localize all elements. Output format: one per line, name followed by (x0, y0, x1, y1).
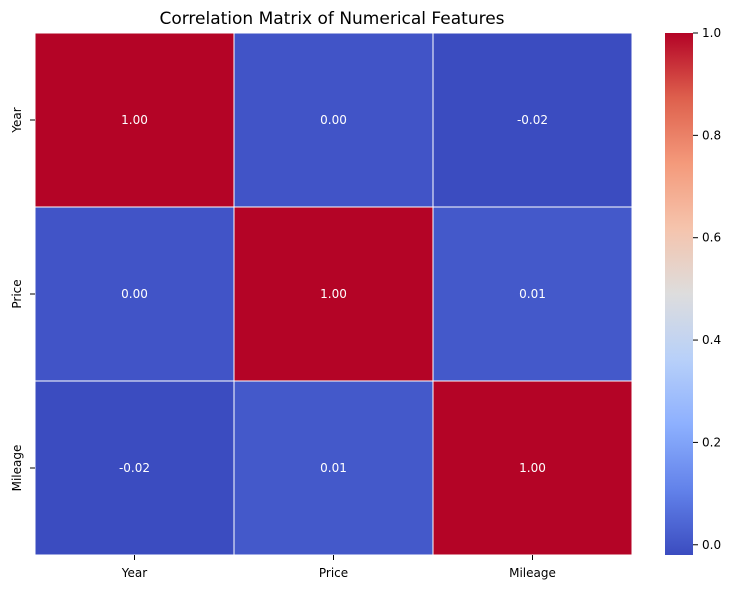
heatmap-cells (34, 32, 633, 556)
y-tick-label: Mileage (10, 445, 24, 492)
heatmap-cell-price-price (233, 206, 434, 382)
heatmap-cell-year-year (34, 32, 235, 208)
colorbar-tick-label: 0.0 (702, 538, 721, 552)
heatmap-cell-mileage-year (34, 380, 235, 556)
y-axis: Year Price Mileage (10, 107, 35, 491)
cell-annotation: 1.00 (320, 287, 347, 301)
colorbar: 0.0 0.2 0.4 0.6 0.8 1.0 (665, 26, 721, 555)
colorbar-tick-label: 0.8 (702, 128, 721, 142)
colorbar-tick-label: 0.2 (702, 435, 721, 449)
x-tick-label: Year (121, 566, 147, 580)
x-tick-label: Price (319, 566, 348, 580)
cell-annotation: 0.01 (519, 287, 546, 301)
x-tick-label: Mileage (509, 566, 556, 580)
y-tick-label: Year (10, 107, 24, 133)
x-axis: Year Price Mileage (121, 555, 556, 580)
heatmap-cell-year-price (233, 32, 434, 208)
cell-annotation: 0.00 (320, 113, 347, 127)
heatmap-cell-price-mileage (432, 206, 633, 382)
cell-annotation: 1.00 (121, 113, 148, 127)
colorbar-tick-label: 0.6 (702, 231, 721, 245)
heatmap-cell-year-mileage (432, 32, 633, 208)
colorbar-gradient (665, 33, 693, 555)
cell-annotation: 0.00 (121, 287, 148, 301)
cell-annotation: -0.02 (517, 113, 548, 127)
cell-annotation: -0.02 (119, 461, 150, 475)
chart-title: Correlation Matrix of Numerical Features (159, 9, 504, 29)
colorbar-tick-label: 0.4 (702, 333, 721, 347)
y-tick-label: Price (10, 279, 24, 308)
colorbar-tick-label: 1.0 (702, 26, 721, 40)
heatmap-cell-mileage-price (233, 380, 434, 556)
cell-annotation: 1.00 (519, 461, 546, 475)
cell-annotation: 0.01 (320, 461, 347, 475)
cell-annotations: 1.00 0.00 -0.02 0.00 1.00 0.01 -0.02 0.01 1.00 (119, 113, 548, 475)
heatmap-cell-price-year (34, 206, 235, 382)
